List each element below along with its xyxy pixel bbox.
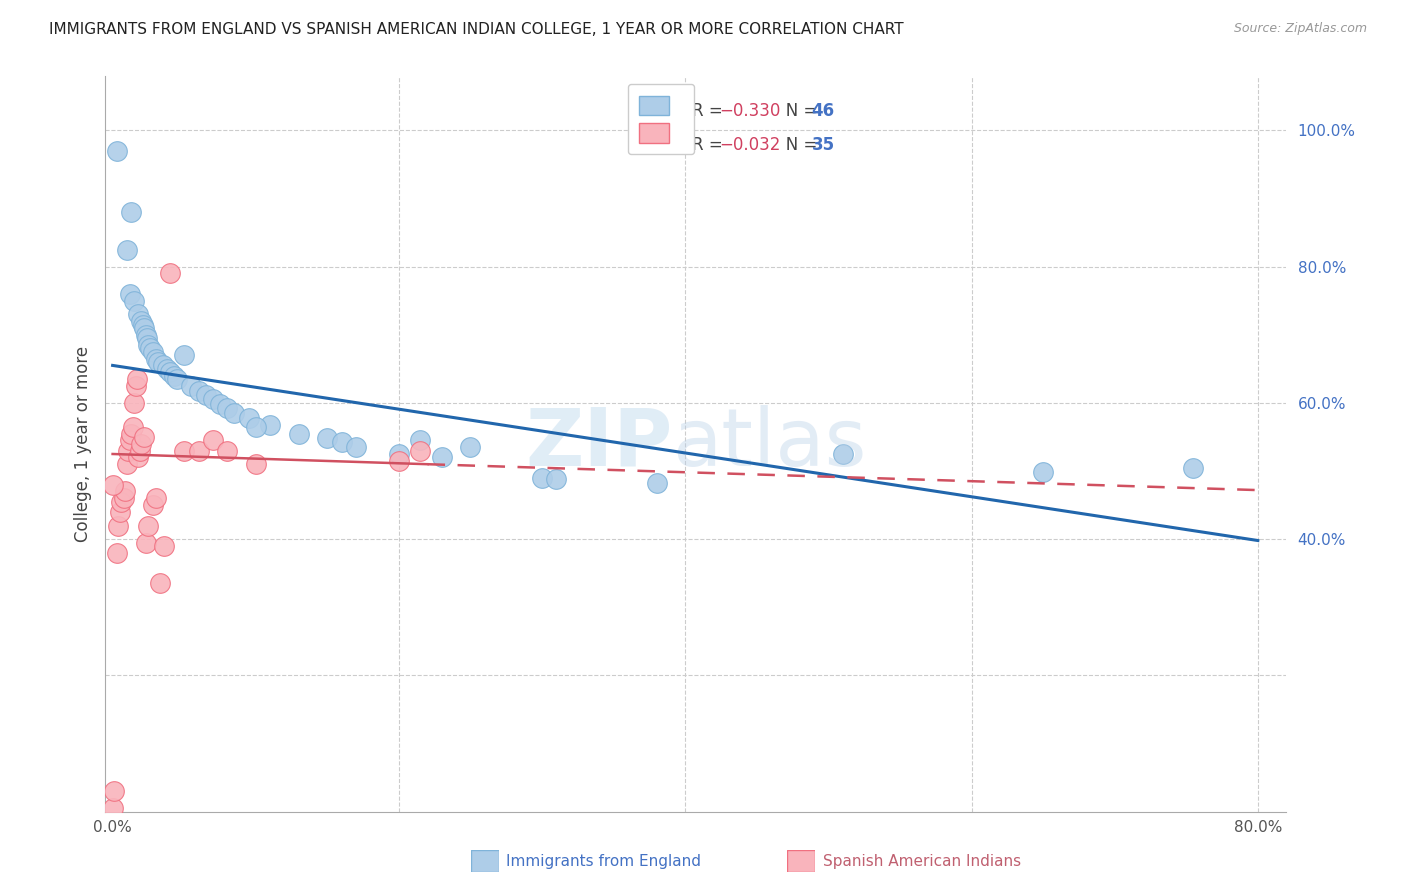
Point — [135, 535, 157, 549]
Point — [148, 355, 170, 369]
Point — [110, 494, 132, 508]
Text: ZIP: ZIP — [524, 405, 672, 483]
Point — [180, 379, 202, 393]
Point — [1032, 466, 1054, 480]
Point — [149, 576, 172, 591]
Text: Spanish American Indians: Spanish American Indians — [823, 855, 1021, 869]
Point — [127, 450, 149, 465]
Point — [156, 361, 179, 376]
Text: Source: ZipAtlas.com: Source: ZipAtlas.com — [1233, 22, 1367, 36]
Text: N =: N = — [770, 136, 823, 154]
Point — [330, 435, 353, 450]
Point — [831, 447, 853, 461]
Point — [108, 505, 131, 519]
Point — [138, 338, 160, 352]
Point — [136, 331, 159, 345]
Text: −0.330: −0.330 — [720, 102, 780, 120]
Point — [201, 434, 224, 448]
Point — [531, 471, 554, 485]
Point — [1182, 460, 1205, 475]
Legend: , : , — [627, 84, 695, 154]
Point — [546, 472, 568, 486]
Point — [159, 365, 181, 379]
Point — [138, 518, 160, 533]
Point — [145, 351, 167, 366]
Point — [245, 457, 267, 471]
Point — [238, 410, 260, 425]
Point — [118, 286, 141, 301]
Point — [135, 327, 157, 342]
Point — [105, 144, 128, 158]
Point — [114, 484, 136, 499]
Text: atlas: atlas — [672, 405, 866, 483]
Point — [115, 243, 138, 257]
Point — [118, 434, 141, 448]
Point — [129, 436, 152, 450]
Point — [132, 430, 155, 444]
Point — [173, 348, 195, 362]
Point — [128, 443, 150, 458]
Point — [163, 368, 186, 383]
Point — [117, 443, 139, 458]
Point — [173, 443, 195, 458]
Point — [131, 318, 153, 332]
Point — [120, 205, 142, 219]
Point — [121, 419, 143, 434]
Point — [409, 443, 432, 458]
Y-axis label: College, 1 year or more: College, 1 year or more — [73, 346, 91, 541]
Point — [217, 401, 239, 416]
Text: 46: 46 — [811, 102, 835, 120]
Point — [112, 491, 135, 506]
Point — [166, 372, 188, 386]
Point — [159, 267, 181, 281]
Point — [153, 539, 176, 553]
Point — [139, 342, 162, 356]
Point — [129, 314, 152, 328]
Point — [201, 392, 224, 407]
Text: R =: R = — [692, 102, 728, 120]
Point — [388, 454, 411, 468]
Point — [122, 293, 145, 308]
Point — [208, 397, 231, 411]
Text: −0.032: −0.032 — [720, 136, 780, 154]
Point — [217, 443, 239, 458]
Point — [259, 417, 281, 432]
Point — [103, 784, 125, 798]
Point — [142, 344, 165, 359]
Point — [127, 307, 149, 321]
Point — [344, 440, 367, 454]
Point — [122, 396, 145, 410]
Text: IMMIGRANTS FROM ENGLAND VS SPANISH AMERICAN INDIAN COLLEGE, 1 YEAR OR MORE CORRE: IMMIGRANTS FROM ENGLAND VS SPANISH AMERI… — [49, 22, 904, 37]
Text: R =: R = — [692, 136, 728, 154]
Point — [460, 440, 482, 454]
Point — [105, 546, 128, 560]
Point — [152, 359, 174, 373]
Point — [645, 476, 668, 491]
Point — [145, 491, 167, 506]
Point — [287, 426, 309, 441]
Point — [187, 443, 209, 458]
Point — [125, 372, 148, 386]
Point — [101, 801, 124, 815]
Point — [107, 518, 129, 533]
Point — [245, 419, 267, 434]
Point — [101, 477, 124, 491]
Point — [316, 431, 339, 445]
Point — [430, 450, 453, 465]
Point — [187, 384, 209, 398]
Point — [409, 434, 432, 448]
Text: N =: N = — [770, 102, 823, 120]
Text: 35: 35 — [811, 136, 835, 154]
Point — [388, 447, 411, 461]
Point — [120, 426, 142, 441]
Point — [194, 387, 217, 401]
Point — [224, 406, 246, 420]
Text: Immigrants from England: Immigrants from England — [506, 855, 702, 869]
Point — [124, 379, 146, 393]
Point — [132, 321, 155, 335]
Point — [115, 457, 138, 471]
Point — [142, 498, 165, 512]
